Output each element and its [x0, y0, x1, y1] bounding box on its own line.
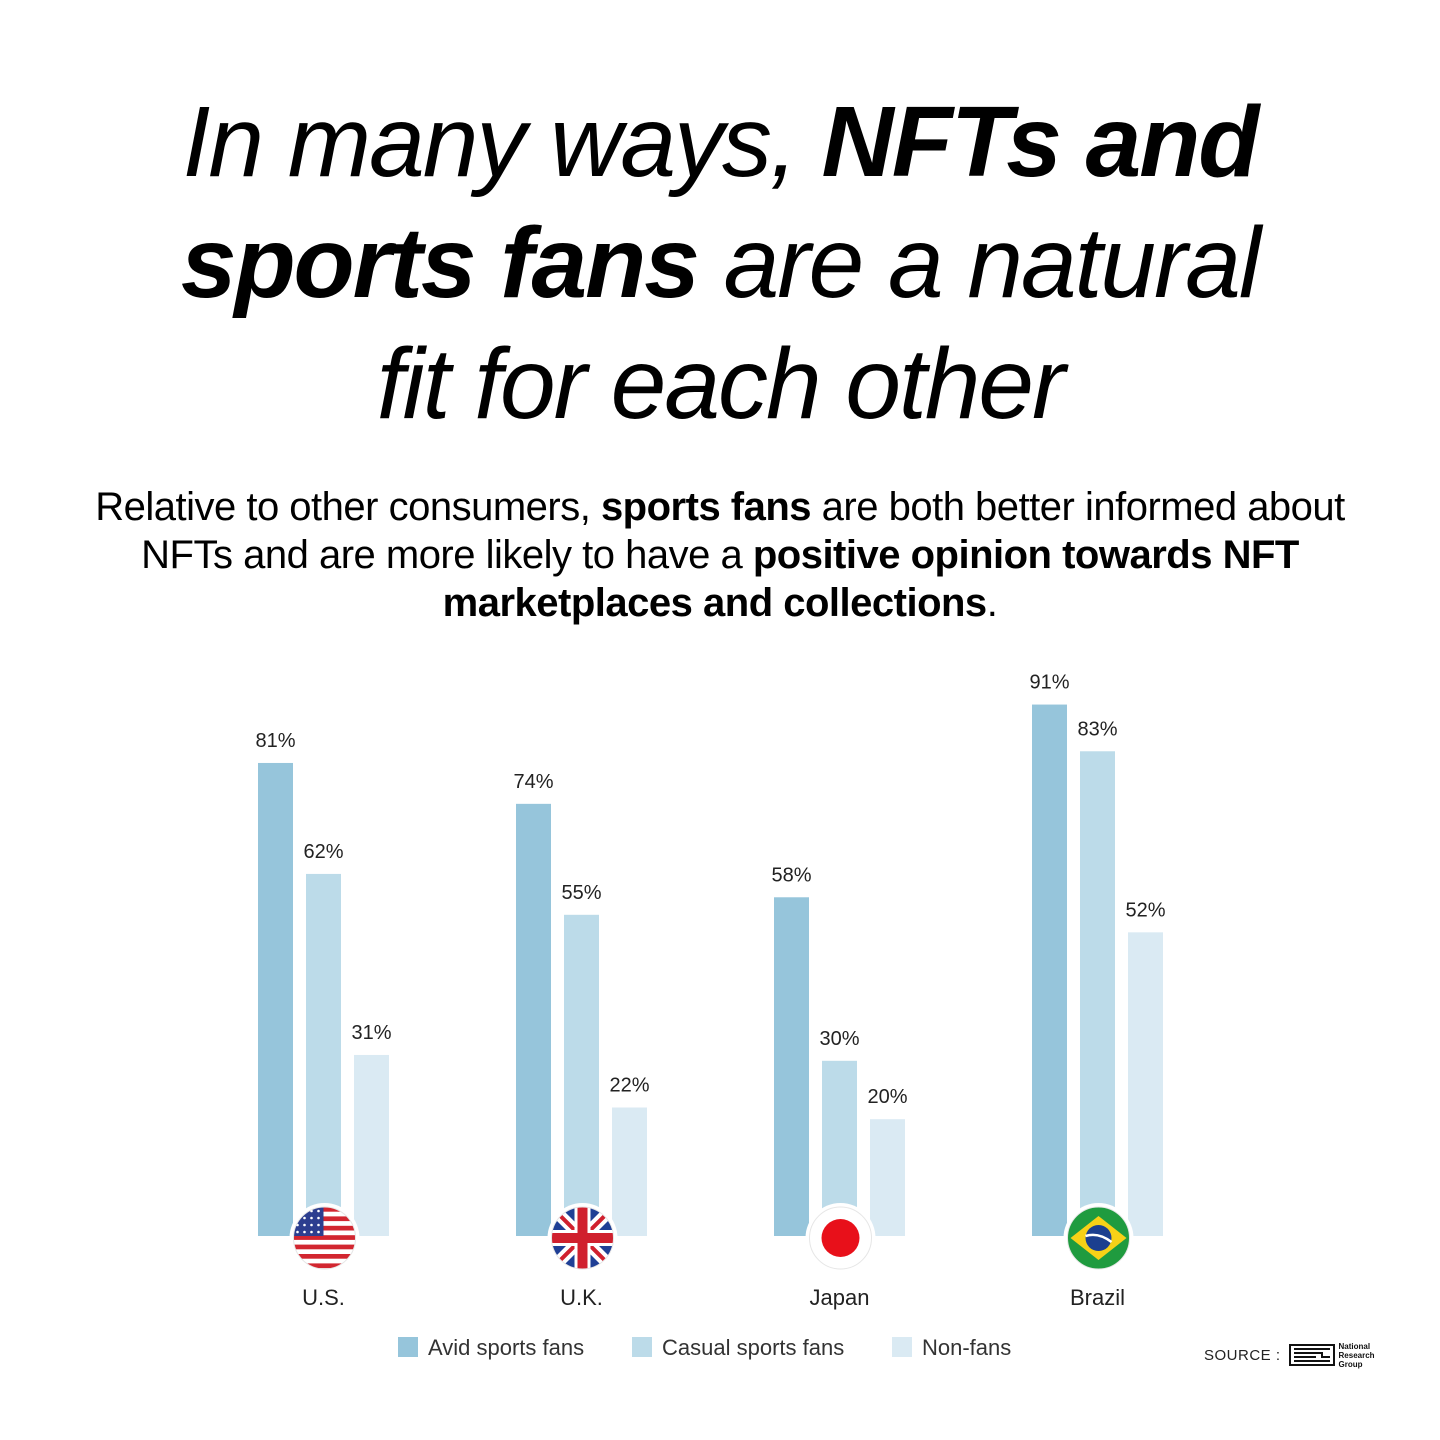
- legend-label-non-fans: Non-fans: [922, 1335, 1011, 1360]
- logo-line-2: Research: [1338, 1350, 1375, 1360]
- headline-line2-bold: sports fans: [180, 207, 700, 319]
- subtitle-bold2: positive opinion towards NFT marketplace…: [442, 533, 1300, 625]
- data-label-u-s-casual-sports-fans: 62%: [303, 841, 343, 863]
- legend-swatch-non-fans: [892, 1337, 912, 1357]
- us-flag-icon: [289, 1203, 360, 1273]
- data-label-brazil-non-fans: 52%: [1125, 899, 1165, 921]
- brazil-flag-icon: [1063, 1203, 1134, 1273]
- bar-u-s-non-fans: [354, 1054, 389, 1236]
- data-label-u-k-casual-sports-fans: 55%: [561, 882, 601, 904]
- headline-line2-plain: are a natural: [697, 207, 1261, 319]
- data-label-u-k-avid-sports-fans: 74%: [513, 771, 553, 793]
- source-label: SOURCE :: [1204, 1346, 1281, 1364]
- bar-brazil-avid-sports-fans: [1032, 704, 1067, 1236]
- headline-line1-bold: NFTs and: [821, 86, 1260, 198]
- nrg-logo-text: National Research Group: [1339, 1342, 1375, 1369]
- data-label-japan-non-fans: 20%: [867, 1086, 907, 1108]
- bar-u-k-non-fans: [612, 1107, 647, 1236]
- bar-u-k-casual-sports-fans: [564, 914, 599, 1236]
- bar-u-k-avid-sports-fans: [516, 803, 551, 1236]
- legend-swatch-avid-sports-fans: [398, 1337, 418, 1357]
- data-label-u-s-non-fans: 31%: [351, 1022, 391, 1044]
- legend-label-avid-sports-fans: Avid sports fans: [428, 1335, 584, 1360]
- subtitle-part1: Relative to other consumers,: [95, 485, 601, 529]
- subtitle-part3: .: [986, 581, 998, 625]
- uk-flag-icon: [547, 1203, 618, 1273]
- legend-swatch-casual-sports-fans: [632, 1337, 652, 1357]
- subtitle: Relative to other consumers, sports fans…: [80, 483, 1360, 627]
- nrg-logo-mark-icon: [1288, 1344, 1335, 1366]
- data-label-japan-casual-sports-fans: 30%: [819, 1028, 859, 1050]
- subtitle-bold1: sports fans: [600, 485, 812, 529]
- bar-japan-non-fans: [870, 1119, 905, 1236]
- logo-line-1: National: [1338, 1341, 1371, 1351]
- data-label-brazil-casual-sports-fans: 83%: [1077, 718, 1117, 740]
- data-label-u-k-non-fans: 22%: [609, 1075, 649, 1097]
- bar-u-s-avid-sports-fans: [258, 762, 293, 1236]
- category-label-u-s: U.S.: [302, 1285, 345, 1310]
- category-label-brazil: Brazil: [1070, 1285, 1125, 1310]
- data-label-brazil-avid-sports-fans: 91%: [1029, 672, 1069, 694]
- headline-line1-plain: In many ways,: [182, 86, 822, 198]
- logo-line-3: Group: [1338, 1359, 1363, 1369]
- bar-u-s-casual-sports-fans: [306, 873, 341, 1236]
- data-label-japan-avid-sports-fans: 58%: [771, 864, 811, 886]
- headline-line3-plain: fit for each other: [376, 328, 1066, 440]
- bar-brazil-non-fans: [1128, 932, 1163, 1236]
- headline: In many ways, NFTs and sports fans are a…: [60, 82, 1380, 445]
- data-label-u-s-avid-sports-fans: 81%: [255, 730, 295, 752]
- bar-japan-avid-sports-fans: [774, 897, 809, 1236]
- japan-flag-icon: [805, 1203, 876, 1273]
- category-label-japan: Japan: [810, 1285, 870, 1310]
- category-label-u-k: U.K.: [560, 1285, 603, 1310]
- source-attribution: SOURCE : National Research Group: [1204, 1338, 1375, 1372]
- bar-brazil-casual-sports-fans: [1080, 751, 1115, 1236]
- national-research-group-logo: National Research Group: [1288, 1342, 1375, 1369]
- legend-label-casual-sports-fans: Casual sports fans: [662, 1335, 844, 1360]
- subtitle-part2: are both better informed about NFTs and …: [141, 485, 1345, 577]
